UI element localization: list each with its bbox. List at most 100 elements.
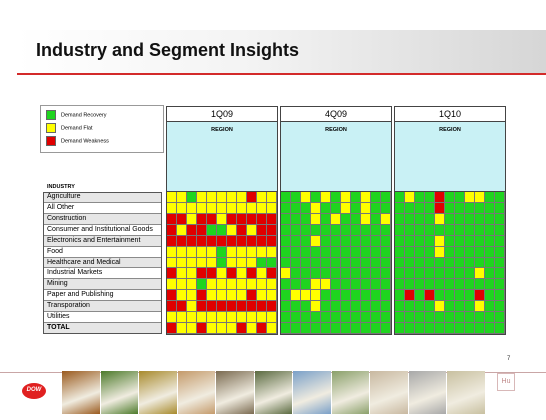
heatmap-cell <box>227 192 237 203</box>
heatmap-cell <box>445 323 455 334</box>
heatmap-cell <box>267 202 277 214</box>
heatmap-cell <box>371 290 381 302</box>
region-column-header: MIDDLE EAST / AFRICA <box>227 137 236 236</box>
heatmap-cell <box>495 202 505 214</box>
heatmap-cell <box>405 192 415 203</box>
heatmap-cell <box>281 301 291 313</box>
heatmap-cell <box>267 192 277 203</box>
heatmap-cell <box>301 224 311 236</box>
heatmap-cell <box>257 312 267 324</box>
legend-label: Demand Flat <box>61 125 93 132</box>
heatmap-cell <box>331 235 341 247</box>
heatmap-cell <box>291 268 301 280</box>
heatmap-cell <box>321 202 331 214</box>
heatmap-cell <box>445 257 455 269</box>
photo-child-reading <box>177 371 216 414</box>
heatmap-cell <box>197 257 207 269</box>
heatmap-cell <box>415 290 425 302</box>
heatmap-cell <box>311 257 321 269</box>
heatmap-cell <box>301 257 311 269</box>
heatmap-cell <box>381 257 391 269</box>
heatmap-cell <box>361 312 371 324</box>
region-column-header: JAPAN <box>247 137 256 236</box>
heatmap-cell <box>257 246 267 258</box>
heatmap-cell <box>301 290 311 302</box>
heatmap-cell <box>187 290 197 302</box>
heatmap-cell <box>435 192 445 203</box>
heatmap-cell <box>371 192 381 203</box>
heatmap-cell <box>485 235 495 247</box>
legend-swatch-yellow <box>46 123 56 133</box>
heatmap-cell <box>405 301 415 313</box>
heatmap-cell <box>341 323 351 334</box>
heatmap-cell <box>301 268 311 280</box>
heatmap-cell <box>331 301 341 313</box>
heatmap-cell <box>267 213 277 225</box>
region-column-header: EASTERN EUROPE <box>435 137 444 236</box>
heatmap-cell <box>475 213 485 225</box>
heatmap-cell <box>341 192 351 203</box>
heatmap-cell <box>415 202 425 214</box>
region-column-header: CHINA <box>237 137 246 236</box>
heatmap-cell <box>495 301 505 313</box>
heatmap-cell <box>495 290 505 302</box>
heatmap-cell <box>197 224 207 236</box>
heatmap-cell <box>425 224 435 236</box>
heatmap-cell <box>415 301 425 313</box>
heatmap-cell <box>495 235 505 247</box>
heatmap-cell <box>465 279 475 291</box>
heatmap-cell <box>425 192 435 203</box>
heatmap-cell <box>167 235 177 247</box>
heatmap-cell <box>167 268 177 280</box>
heatmap-cell <box>197 279 207 291</box>
heatmap-cell <box>395 192 405 203</box>
region-column-header: REST OF ASIA <box>371 137 380 237</box>
heatmap-cell <box>371 301 381 313</box>
heatmap-cell <box>311 202 321 214</box>
heatmap-cell <box>331 224 341 236</box>
heatmap-cell <box>167 192 177 203</box>
heatmap-cell <box>197 290 207 302</box>
heatmap-cell <box>237 312 247 324</box>
heatmap-cell <box>257 202 267 214</box>
heatmap-cell <box>177 192 187 203</box>
heatmap-cell <box>361 213 371 225</box>
heatmap-cell <box>247 312 257 324</box>
heatmap-cell <box>361 301 371 313</box>
heatmap-cell <box>415 246 425 258</box>
heatmap-cell <box>311 224 321 236</box>
legend-swatch-green <box>46 110 56 120</box>
heatmap-cell <box>425 301 435 313</box>
heatmap-cell <box>455 213 465 225</box>
heatmap-cell <box>177 312 187 324</box>
heatmap-cell <box>425 290 435 302</box>
heatmap-cell <box>371 202 381 214</box>
heatmap-cell <box>331 312 341 324</box>
heatmap-cell <box>485 279 495 291</box>
heatmap-cell <box>435 202 445 214</box>
heatmap-cell <box>475 257 485 269</box>
heatmap-cell <box>237 279 247 291</box>
heatmap-cell <box>341 312 351 324</box>
heatmap-cell <box>217 192 227 203</box>
heatmap-cell <box>465 290 475 302</box>
heatmap-cell <box>405 235 415 247</box>
region-column-header: BRAZIL <box>187 137 196 236</box>
region-header: REGION NORTH AMERICALA (EX BRAZIL)BRAZIL… <box>281 122 391 237</box>
heatmap-cell <box>257 192 267 203</box>
company-logo: DOW <box>22 383 46 399</box>
period-panel-1q09: 1Q09 REGION NORTH AMERICALA (EX BRAZIL)B… <box>166 106 278 335</box>
heatmap-cell <box>291 213 301 225</box>
heatmap-cell <box>207 312 217 324</box>
heatmap-cell <box>237 268 247 280</box>
heatmap-cell <box>197 235 207 247</box>
heatmap-cell <box>445 290 455 302</box>
heatmap-cell <box>321 257 331 269</box>
heatmap-cell <box>455 312 465 324</box>
heatmap-cell <box>465 268 475 280</box>
heatmap-cell <box>475 268 485 280</box>
heatmap-cell <box>301 323 311 334</box>
heatmap-cell <box>257 224 267 236</box>
region-column-header: NORTH AMERICA <box>395 137 404 236</box>
heatmap-cell <box>415 257 425 269</box>
